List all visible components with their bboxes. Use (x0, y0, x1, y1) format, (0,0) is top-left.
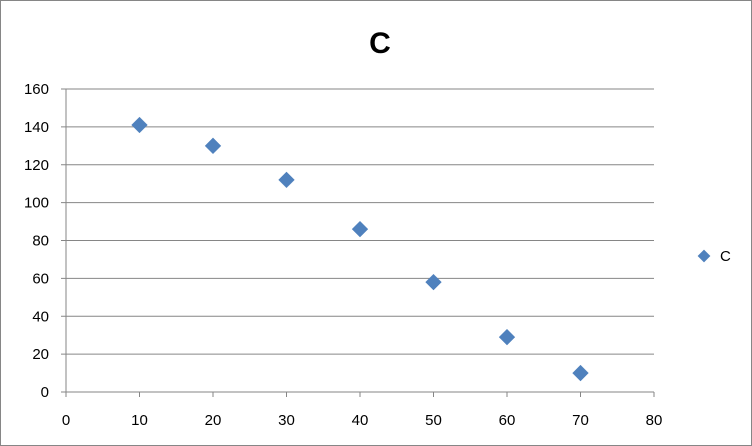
y-tick-label: 140 (24, 119, 49, 136)
data-point-diamond (131, 116, 148, 134)
x-tick-label: 40 (352, 412, 369, 429)
x-tick-label: 0 (62, 412, 70, 429)
y-tick-label: 120 (24, 157, 49, 174)
x-axis-tick-labels: 0 10 20 30 40 50 60 70 80 (62, 412, 663, 429)
legend-label: C (720, 248, 731, 265)
x-tick-label: 80 (646, 412, 663, 429)
y-axis-tick-labels: 0 20 40 60 80 100 120 140 160 (24, 81, 49, 401)
gridlines (66, 88, 654, 355)
y-tick-label: 160 (24, 81, 49, 98)
x-tick-label: 30 (278, 412, 295, 429)
data-point-diamond (204, 137, 222, 154)
legend: C (697, 248, 731, 265)
axes (61, 88, 655, 397)
x-tick-label: 60 (499, 412, 516, 429)
data-point-diamond (498, 328, 516, 346)
x-tick-label: 10 (131, 412, 148, 429)
data-points (131, 116, 589, 382)
x-tick-label: 70 (572, 412, 589, 429)
data-point-diamond (572, 364, 589, 382)
x-tick-label: 20 (205, 412, 222, 429)
data-point-diamond (278, 171, 295, 189)
data-point-diamond (351, 221, 369, 238)
y-tick-label: 60 (32, 270, 49, 287)
y-tick-label: 40 (32, 308, 49, 325)
y-tick-label: 100 (24, 195, 49, 212)
chart-title: C (369, 27, 391, 60)
data-point-diamond (425, 274, 442, 291)
y-tick-label: 20 (32, 346, 49, 363)
y-tick-label: 0 (41, 384, 49, 401)
y-tick-label: 80 (32, 233, 49, 250)
legend-marker-diamond-icon (697, 249, 711, 263)
x-tick-label: 50 (425, 412, 442, 429)
